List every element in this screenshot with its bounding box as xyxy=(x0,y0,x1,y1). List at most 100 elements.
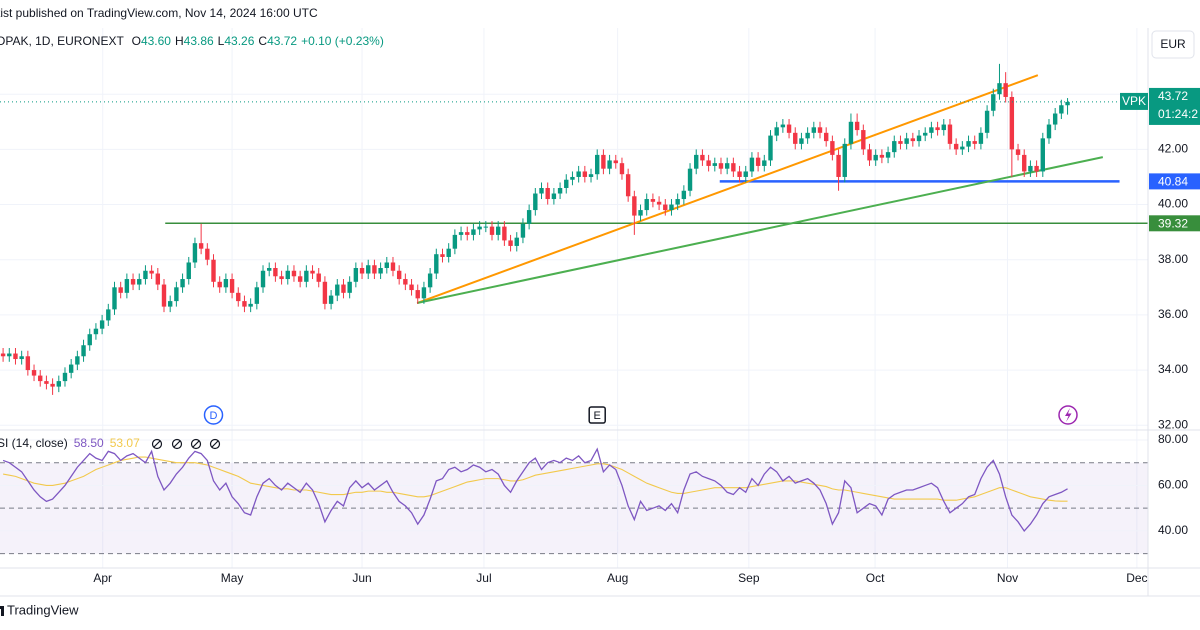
hide-icon[interactable] xyxy=(190,438,202,450)
currency-button[interactable] xyxy=(1151,30,1195,59)
candle-body xyxy=(409,284,414,291)
candle-body xyxy=(879,154,885,158)
candle-body xyxy=(755,157,761,166)
candle-body xyxy=(786,124,792,133)
ohlc-value: 43.86 xyxy=(184,34,214,48)
candle-body xyxy=(304,270,309,282)
candle-body xyxy=(229,279,235,293)
candle-body xyxy=(520,223,526,238)
candle-body xyxy=(978,132,984,144)
candle-body xyxy=(805,132,810,139)
candle-body xyxy=(867,149,872,161)
candle-body xyxy=(273,268,278,277)
candle-body xyxy=(372,265,377,274)
event-label: E xyxy=(594,410,601,422)
candle-body xyxy=(539,188,544,194)
price-label-box xyxy=(1149,173,1200,190)
indicator-title: SI (14, close) xyxy=(0,436,68,450)
candle-body xyxy=(149,270,154,274)
event-marker xyxy=(588,406,606,424)
ohlc-value: 43.26 xyxy=(224,34,254,48)
candle-body xyxy=(929,127,934,133)
candle-body xyxy=(854,121,860,131)
ohlc-value: 43.72 xyxy=(267,34,297,48)
candle-body xyxy=(793,132,798,144)
hide-icon[interactable] xyxy=(171,438,183,450)
candle-body xyxy=(489,226,495,235)
countdown-label: 01:24:2 xyxy=(1158,107,1198,121)
candle-body xyxy=(885,152,891,158)
candle-body xyxy=(99,320,105,329)
event-marker xyxy=(203,405,224,425)
candle-body xyxy=(861,130,866,150)
candle-body xyxy=(384,262,389,268)
candle-body xyxy=(56,381,61,387)
hide-icon[interactable] xyxy=(209,438,221,450)
candle-body xyxy=(1065,101,1070,106)
candle-body xyxy=(632,196,637,216)
candle-body xyxy=(533,193,538,211)
candle-body xyxy=(551,193,557,200)
candle-body xyxy=(62,372,68,382)
candle-body xyxy=(848,121,854,144)
candle-body xyxy=(310,270,315,274)
last-price-label: 43.72 xyxy=(1158,89,1188,103)
candle-body xyxy=(13,353,18,360)
axis-layer: EUR AprMayJunJulAugSepOctNovDec44.0042.0… xyxy=(0,28,1200,597)
dividend-flash-icon[interactable] xyxy=(1058,405,1078,425)
candle-body xyxy=(180,279,185,288)
ohlc-value: 43.60 xyxy=(141,34,171,48)
ohlc-key: L xyxy=(218,34,225,48)
candle-body xyxy=(508,240,513,246)
candle-body xyxy=(966,141,971,147)
candle-body xyxy=(947,124,953,144)
x-tick-label: Sep xyxy=(738,571,760,585)
candle-body xyxy=(285,270,290,280)
y-tick-label: 40.00 xyxy=(1158,197,1188,211)
change: +0.10 (+0.23%) xyxy=(301,34,384,48)
candle-body xyxy=(1009,96,1015,150)
candle-body xyxy=(1003,83,1008,97)
candle-body xyxy=(830,141,835,155)
candle-body xyxy=(613,160,618,164)
candle-body xyxy=(297,276,303,282)
candle-body xyxy=(7,353,12,357)
candle-body xyxy=(248,303,253,307)
candle-body xyxy=(514,237,519,246)
candle-body xyxy=(396,270,402,280)
candle-body xyxy=(347,281,352,293)
candle-body xyxy=(279,276,284,280)
candle-body xyxy=(217,281,222,288)
candle-body xyxy=(997,83,1002,95)
y-tick-label: 60.00 xyxy=(1158,478,1188,492)
candle-body xyxy=(731,163,736,172)
price-label-box xyxy=(1149,215,1200,232)
candle-body xyxy=(192,243,198,263)
candle-body xyxy=(601,154,606,169)
candle-body xyxy=(267,268,272,271)
symbol: OPAK, 1D, EURONEXT xyxy=(0,34,124,48)
candle-body xyxy=(916,135,922,142)
candle-body xyxy=(774,127,779,136)
candle-body xyxy=(700,154,705,161)
candle-body xyxy=(619,163,625,175)
candle-body xyxy=(260,270,266,288)
candle-body xyxy=(87,334,92,346)
x-tick-label: May xyxy=(221,571,244,585)
hide-icon[interactable] xyxy=(151,438,163,450)
lightning xyxy=(1065,408,1072,422)
y-tick-label: 42.00 xyxy=(1158,142,1188,156)
candle-body xyxy=(130,279,136,285)
candle-body xyxy=(910,138,916,142)
candle-body xyxy=(545,188,550,200)
hide-icon-slash xyxy=(192,440,200,448)
candle-body xyxy=(335,284,340,296)
candle-body xyxy=(68,364,74,373)
candle-body xyxy=(124,279,130,293)
candle-body xyxy=(694,154,699,169)
candle-body xyxy=(75,356,80,365)
candle-body xyxy=(718,163,724,169)
logo-mark xyxy=(0,606,4,616)
trend-line xyxy=(416,74,1039,304)
y-tick-label: 38.00 xyxy=(1158,252,1188,266)
